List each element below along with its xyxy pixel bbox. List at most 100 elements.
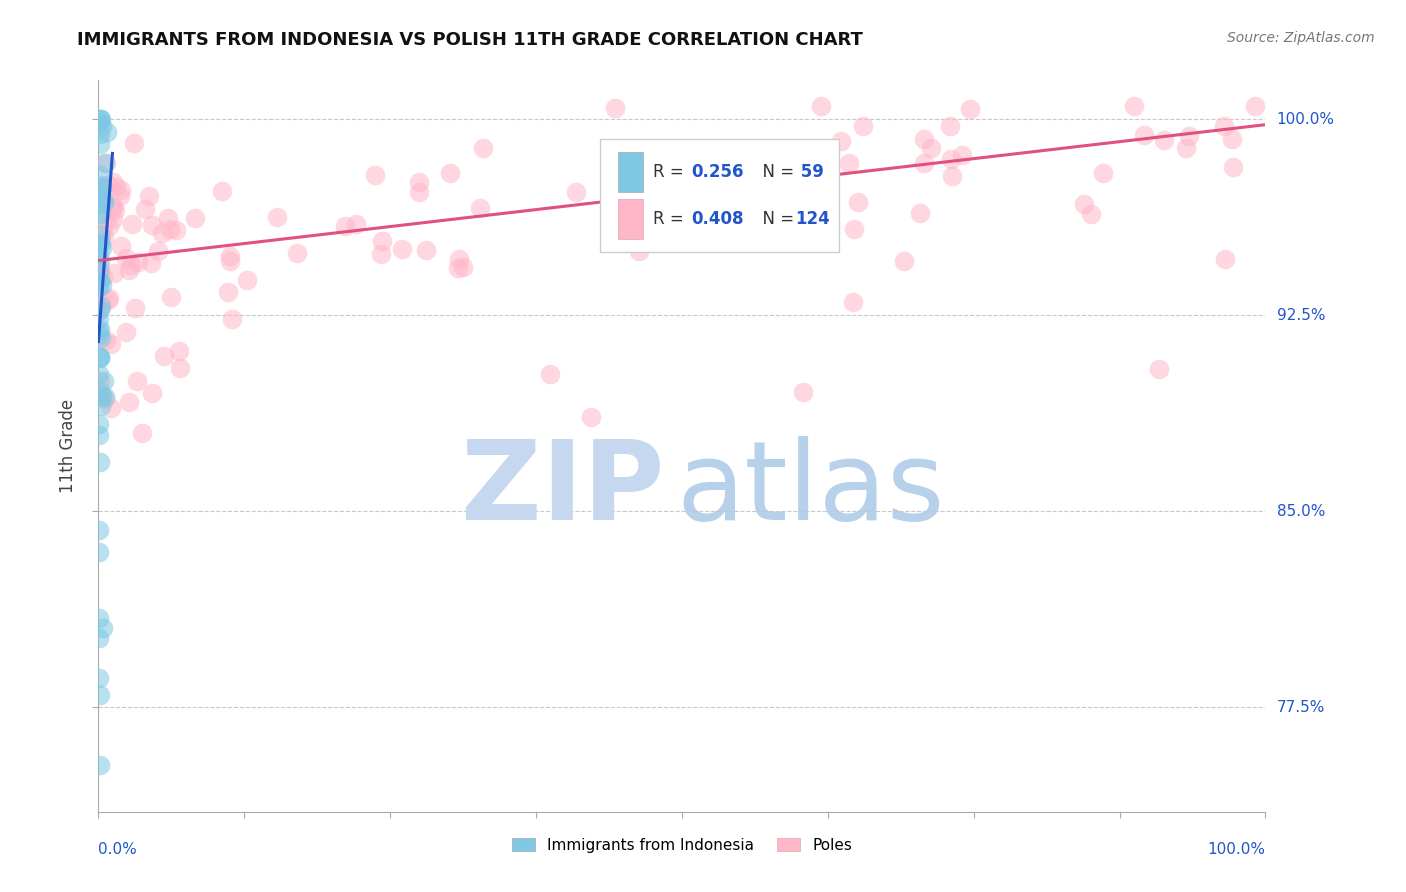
Point xyxy=(1213,119,1236,133)
Point xyxy=(141,219,163,233)
Point xyxy=(101,212,124,227)
Point xyxy=(90,331,112,345)
Point xyxy=(810,99,832,113)
Point xyxy=(211,184,233,198)
Point xyxy=(89,232,111,246)
Point xyxy=(89,136,111,151)
Point xyxy=(124,301,146,315)
Text: 0.408: 0.408 xyxy=(692,210,744,227)
Point xyxy=(564,185,586,199)
Point xyxy=(94,156,117,170)
Point xyxy=(1222,160,1244,174)
Point xyxy=(920,141,942,155)
Text: 0.256: 0.256 xyxy=(692,163,744,181)
Point xyxy=(87,273,110,287)
Point xyxy=(792,384,814,399)
Point xyxy=(120,259,142,273)
Point xyxy=(89,757,111,772)
Point xyxy=(579,410,602,425)
Point xyxy=(941,169,963,183)
Point xyxy=(93,194,115,208)
Point xyxy=(91,241,114,255)
Point xyxy=(94,392,117,406)
Point xyxy=(91,269,114,284)
Point xyxy=(94,156,117,170)
Point xyxy=(98,219,121,233)
Point xyxy=(103,266,125,280)
Point xyxy=(89,417,111,432)
Text: atlas: atlas xyxy=(676,436,945,543)
Point xyxy=(91,223,114,237)
Point xyxy=(391,242,413,256)
Text: IMMIGRANTS FROM INDONESIA VS POLISH 11TH GRADE CORRELATION CHART: IMMIGRANTS FROM INDONESIA VS POLISH 11TH… xyxy=(77,31,863,49)
Point xyxy=(157,211,180,225)
Point xyxy=(939,152,962,166)
Legend: Immigrants from Indonesia, Poles: Immigrants from Indonesia, Poles xyxy=(506,831,858,859)
Point xyxy=(93,390,115,404)
Point xyxy=(842,294,865,309)
Point xyxy=(93,196,115,211)
Point xyxy=(90,385,112,400)
Point xyxy=(1123,99,1146,113)
Point xyxy=(90,299,112,313)
Point xyxy=(165,222,187,236)
Point xyxy=(842,222,865,236)
Point xyxy=(89,387,111,401)
Text: 124: 124 xyxy=(796,210,830,227)
Point xyxy=(160,290,183,304)
Point xyxy=(184,211,207,225)
Point xyxy=(221,312,243,326)
Point xyxy=(127,255,149,269)
Point xyxy=(89,168,111,182)
Point xyxy=(141,386,163,401)
Point xyxy=(87,631,110,645)
Point xyxy=(285,246,308,260)
Point xyxy=(94,212,117,227)
Point xyxy=(127,374,149,388)
Point xyxy=(96,293,118,308)
Point xyxy=(89,303,111,318)
Y-axis label: 11th Grade: 11th Grade xyxy=(59,399,77,493)
Point xyxy=(236,272,259,286)
Point xyxy=(605,101,627,115)
Point xyxy=(150,227,173,241)
Point xyxy=(950,148,973,162)
Point xyxy=(90,112,112,127)
Point xyxy=(87,185,110,199)
Point xyxy=(89,375,111,389)
Point xyxy=(796,212,818,227)
Point xyxy=(1073,196,1095,211)
Point xyxy=(89,327,111,342)
Point xyxy=(89,350,111,364)
Text: 77.5%: 77.5% xyxy=(1277,699,1324,714)
Point xyxy=(89,127,111,141)
Point xyxy=(87,237,110,252)
Point xyxy=(447,252,470,266)
Point xyxy=(439,166,461,180)
Point xyxy=(89,205,111,219)
Point xyxy=(100,337,122,351)
Point xyxy=(87,279,110,293)
Point xyxy=(118,263,141,277)
Point xyxy=(97,178,120,192)
Point xyxy=(614,173,637,187)
Point xyxy=(89,265,111,279)
Bar xyxy=(617,199,644,239)
Point xyxy=(90,120,112,134)
Point xyxy=(447,261,470,276)
Point xyxy=(1244,99,1267,113)
Point xyxy=(159,221,181,235)
Point xyxy=(146,244,169,259)
Point xyxy=(769,205,792,219)
Bar xyxy=(617,152,644,193)
Point xyxy=(364,168,387,182)
Point xyxy=(89,544,111,558)
Point xyxy=(1213,252,1236,267)
Point xyxy=(538,367,561,381)
Text: N =: N = xyxy=(752,210,799,227)
Point xyxy=(893,253,915,268)
Point xyxy=(1175,141,1198,155)
Point xyxy=(87,263,110,277)
Point xyxy=(139,255,162,269)
Point xyxy=(167,343,190,358)
